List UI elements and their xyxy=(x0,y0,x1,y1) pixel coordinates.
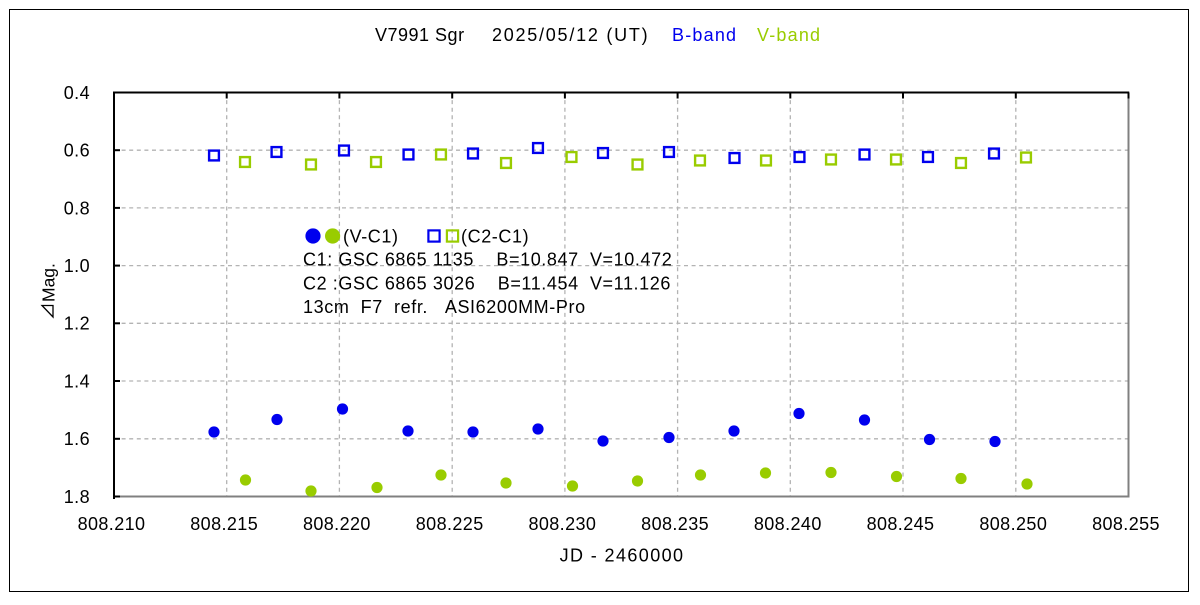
svg-text:C1: GSC 6865 1135 B=10.847: C1: GSC 6865 1135 B=10.847 V=10.472 xyxy=(303,249,672,269)
svg-text:808.235: 808.235 xyxy=(641,514,709,534)
svg-text:13cm F7 refr. ASI6200MM-Pr: 13cm F7 refr. ASI6200MM-Pro xyxy=(303,297,586,317)
svg-text:(V-C1): (V-C1) xyxy=(343,226,399,246)
svg-text:C2 :GSC 6865 3026 B=11.454: C2 :GSC 6865 3026 B=11.454 V=11.126 xyxy=(303,273,671,293)
svg-text:V7991 Sgr: V7991 Sgr xyxy=(375,25,465,45)
svg-text:JD - 2460000: JD - 2460000 xyxy=(560,546,685,566)
svg-text:B-band: B-band xyxy=(672,25,737,45)
svg-text:808.220: 808.220 xyxy=(303,514,371,534)
svg-text:1.4: 1.4 xyxy=(64,371,90,391)
svg-text:Mag.: Mag. xyxy=(39,263,59,302)
svg-text:808.250: 808.250 xyxy=(979,514,1047,534)
svg-text:808.230: 808.230 xyxy=(528,514,596,534)
svg-text:808.255: 808.255 xyxy=(1092,514,1160,534)
svg-text:0.4: 0.4 xyxy=(64,83,90,103)
svg-text:V-band: V-band xyxy=(757,25,821,45)
svg-text:808.245: 808.245 xyxy=(867,514,935,534)
svg-text:808.210: 808.210 xyxy=(78,514,146,534)
svg-text:0.6: 0.6 xyxy=(64,141,90,161)
svg-text:(C2-C1): (C2-C1) xyxy=(461,226,529,246)
svg-text:0.8: 0.8 xyxy=(64,198,90,218)
svg-text:2025/05/12 (UT): 2025/05/12 (UT) xyxy=(492,25,649,45)
svg-text:808.225: 808.225 xyxy=(416,514,484,534)
svg-text:1.2: 1.2 xyxy=(64,314,90,334)
svg-text:1.8: 1.8 xyxy=(64,487,90,507)
svg-text:808.240: 808.240 xyxy=(754,514,822,534)
svg-text:808.215: 808.215 xyxy=(190,514,258,534)
svg-text:1.6: 1.6 xyxy=(64,429,90,449)
svg-text:1.0: 1.0 xyxy=(64,256,90,276)
